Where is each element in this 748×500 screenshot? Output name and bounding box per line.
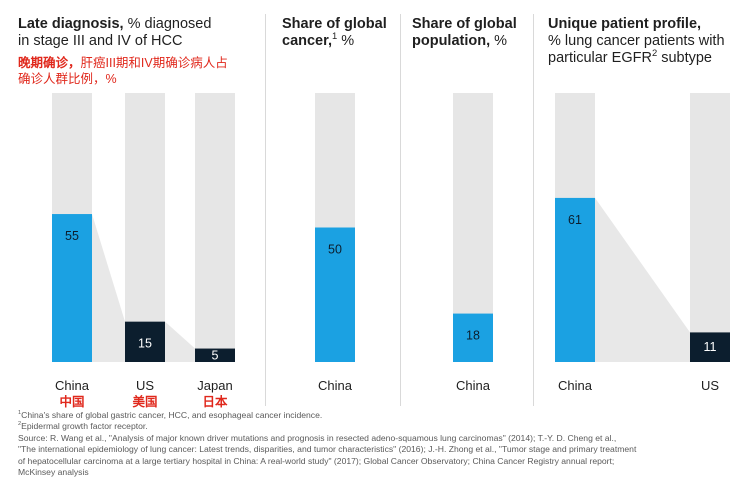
category-label-1-us: US	[136, 378, 154, 393]
bar-1-japan	[195, 348, 235, 362]
category-label-1-china: China	[55, 378, 90, 393]
footnote-1: 1China's share of global gastric cancer,…	[18, 410, 744, 421]
bar-1-us	[125, 321, 165, 362]
source-line-2: "The international epidemiology of lung …	[18, 444, 637, 455]
connector-4-1	[595, 197, 690, 362]
footnote-1-text: China's share of global gastric cancer, …	[21, 410, 323, 420]
panel-1-chinese-note: 晚期确诊，肝癌III期和IV期确诊病人占 确诊人群比例，%	[18, 55, 263, 87]
panel-4-title-bold: Unique patient profile,	[548, 16, 702, 32]
panel-4-title-sup: 2	[651, 47, 658, 59]
footnotes: 1China's share of global gastric cancer,…	[18, 410, 744, 478]
bar-value-label-2-china: 50	[328, 243, 342, 257]
category-label-cn-1-japan: 日本	[202, 394, 228, 409]
bar-track-1-2	[125, 93, 165, 362]
source-line-3: of hepatocellular carcinoma at a large t…	[18, 455, 615, 466]
bar-track-1-3	[195, 93, 235, 362]
panel-divider-3	[533, 14, 534, 406]
category-label-cn-1-china: 中国	[59, 394, 84, 409]
panel-1-title: Late diagnosis, % diagnosed in stage III…	[18, 16, 258, 50]
bar-1-china	[52, 214, 92, 362]
panel-1-note-bold: 晚期确诊，	[18, 56, 81, 70]
panel-4-title-line2: % lung cancer patients with	[548, 33, 725, 49]
category-label-1-japan: Japan	[197, 378, 232, 393]
panel-2-title: Share of global cancer,1 %	[282, 16, 402, 50]
bar-4-us	[690, 332, 730, 362]
category-label-2-china: China	[318, 378, 353, 393]
panel-4-title-line3: particular EGFR	[548, 50, 652, 66]
panel-2-title-rest: %	[337, 33, 355, 49]
bar-2-china	[315, 227, 355, 362]
panel-divider-1	[265, 14, 266, 406]
connector-1-1	[92, 214, 125, 362]
panel-divider-2	[400, 14, 401, 406]
panel-2-title-line2-bold: cancer,	[282, 33, 332, 49]
panel-1-note-line2: 确诊人群比例，%	[18, 72, 117, 86]
bar-4-china	[555, 197, 595, 362]
panel-2-title-bold: Share of global	[282, 16, 387, 32]
panel-1-title-bold: Late diagnosis,	[18, 16, 124, 32]
panel-4-title: Unique patient profile, % lung cancer pa…	[548, 16, 748, 67]
footnote-2-marker: 2	[18, 421, 22, 428]
footnote-2: 2Epidermal growth factor receptor.	[18, 421, 744, 432]
panel-3-title-rest: %	[490, 33, 508, 49]
panel-3-title-bold: Share of global	[412, 16, 517, 32]
bar-value-label-1-us: 15	[138, 337, 152, 351]
source-line-1: Source: R. Wang et al., "Analysis of maj…	[18, 432, 617, 443]
source-line-4: McKinsey analysis	[18, 467, 89, 478]
panel-1-note-rest: 肝癌III期和IV期确诊病人占	[80, 56, 228, 70]
bar-charts: 55155China中国US美国Japan日本50China18China611…	[52, 93, 730, 409]
category-label-4-us: US	[701, 378, 719, 393]
bar-value-label-1-china: 55	[65, 229, 79, 243]
bar-value-label-3-china: 18	[466, 329, 480, 343]
footnote-1-marker: 1	[18, 410, 22, 417]
category-label-3-china: China	[456, 378, 491, 393]
panel-1-title-line2: in stage III and IV of HCC	[18, 33, 183, 49]
panel-2-title-sup: 1	[332, 30, 338, 42]
panel-4-title-line3-rest: subtype	[657, 50, 713, 66]
panel-3-title-line2-bold: population,	[412, 33, 491, 49]
panel-1-title-rest: % diagnosed	[123, 16, 212, 32]
bar-track-4-2	[690, 93, 730, 362]
bar-value-label-4-china: 61	[568, 213, 582, 227]
panel-3-title: Share of global population, %	[412, 16, 537, 50]
bar-value-label-1-japan: 5	[212, 348, 219, 362]
bar-3-china	[453, 313, 493, 362]
category-label-cn-1-us: 美国	[132, 394, 157, 409]
bar-value-label-4-us: 11	[704, 340, 717, 354]
connector-1-2	[165, 321, 195, 362]
footnote-2-text: Epidermal growth factor receptor.	[21, 421, 148, 432]
category-label-4-china: China	[558, 378, 593, 393]
